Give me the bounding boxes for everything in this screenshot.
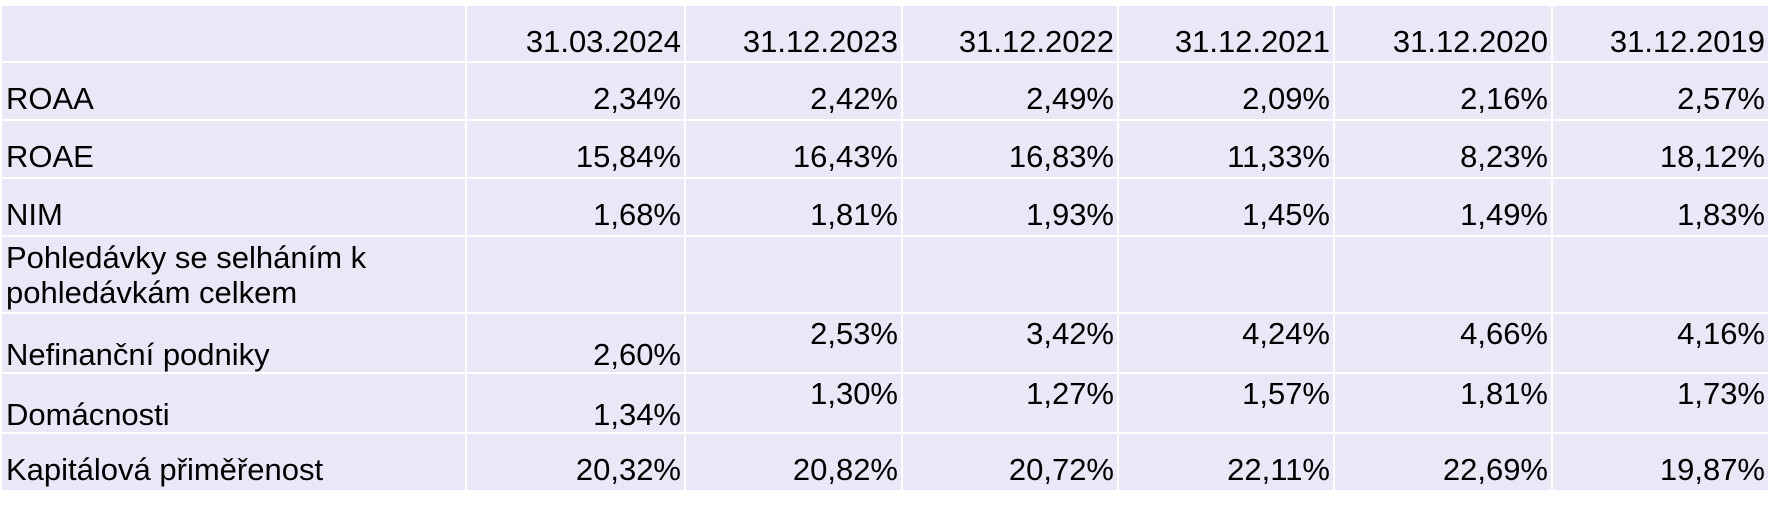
row-label: Kapitálová přiměřenost — [0, 432, 467, 492]
value-cell: 16,43% — [684, 119, 903, 179]
value-cell: 1,93% — [901, 177, 1119, 237]
value-cell: 1,73% — [1551, 372, 1768, 434]
row-label: ROAA — [0, 61, 467, 121]
value-cell — [901, 235, 1119, 314]
header-cell-date: 31.12.2022 — [901, 4, 1119, 63]
value-cell: 3,42% — [901, 312, 1119, 374]
header-cell-empty — [0, 4, 467, 63]
value-cell: 2,60% — [465, 312, 686, 374]
value-cell: 1,81% — [684, 177, 903, 237]
value-cell: 2,16% — [1333, 61, 1553, 121]
indicators-table: 31.03.2024 31.12.2023 31.12.2022 31.12.2… — [0, 4, 1768, 492]
value-cell: 1,49% — [1333, 177, 1553, 237]
value-cell: 1,57% — [1117, 372, 1335, 434]
value-cell: 1,27% — [901, 372, 1119, 434]
table-row: Nefinanční podniky 2,60% 2,53% 3,42% 4,2… — [0, 312, 1768, 374]
value-cell: 2,57% — [1551, 61, 1768, 121]
header-cell-date: 31.03.2024 — [465, 4, 686, 63]
value-cell — [1117, 235, 1335, 314]
section-label: Pohledávky se selháním k pohledávkám cel… — [0, 235, 467, 314]
value-cell: 1,30% — [684, 372, 903, 434]
value-cell — [684, 235, 903, 314]
value-cell: 8,23% — [1333, 119, 1553, 179]
row-label: ROAE — [0, 119, 467, 179]
value-cell — [465, 235, 686, 314]
value-cell: 2,53% — [684, 312, 903, 374]
table-row: Domácnosti 1,34% 1,30% 1,27% 1,57% 1,81%… — [0, 372, 1768, 434]
value-cell: 1,68% — [465, 177, 686, 237]
row-label: Domácnosti — [0, 372, 467, 434]
value-cell: 20,32% — [465, 432, 686, 492]
value-cell: 2,42% — [684, 61, 903, 121]
value-cell: 20,82% — [684, 432, 903, 492]
value-cell: 1,83% — [1551, 177, 1768, 237]
value-cell — [1333, 235, 1553, 314]
header-cell-date: 31.12.2023 — [684, 4, 903, 63]
value-cell: 11,33% — [1117, 119, 1335, 179]
row-label: Nefinanční podniky — [0, 312, 467, 374]
value-cell: 2,34% — [465, 61, 686, 121]
value-cell: 1,34% — [465, 372, 686, 434]
header-row: 31.03.2024 31.12.2023 31.12.2022 31.12.2… — [0, 4, 1768, 63]
row-label: NIM — [0, 177, 467, 237]
value-cell: 4,16% — [1551, 312, 1768, 374]
table-row: ROAA 2,34% 2,42% 2,49% 2,09% 2,16% 2,57% — [0, 61, 1768, 121]
value-cell: 2,09% — [1117, 61, 1335, 121]
header-cell-date: 31.12.2020 — [1333, 4, 1553, 63]
header-cell-date: 31.12.2019 — [1551, 4, 1768, 63]
value-cell: 1,81% — [1333, 372, 1553, 434]
table-row: Kapitálová přiměřenost 20,32% 20,82% 20,… — [0, 432, 1768, 492]
value-cell: 22,69% — [1333, 432, 1553, 492]
indicators-table-container: 31.03.2024 31.12.2023 31.12.2022 31.12.2… — [0, 4, 1768, 504]
value-cell — [1551, 235, 1768, 314]
value-cell: 4,24% — [1117, 312, 1335, 374]
value-cell: 18,12% — [1551, 119, 1768, 179]
table-row-section: Pohledávky se selháním k pohledávkám cel… — [0, 235, 1768, 314]
table-row: ROAE 15,84% 16,43% 16,83% 11,33% 8,23% 1… — [0, 119, 1768, 179]
value-cell: 2,49% — [901, 61, 1119, 121]
header-cell-date: 31.12.2021 — [1117, 4, 1335, 63]
value-cell: 22,11% — [1117, 432, 1335, 492]
value-cell: 15,84% — [465, 119, 686, 179]
value-cell: 20,72% — [901, 432, 1119, 492]
value-cell: 1,45% — [1117, 177, 1335, 237]
value-cell: 4,66% — [1333, 312, 1553, 374]
table-row: NIM 1,68% 1,81% 1,93% 1,45% 1,49% 1,83% — [0, 177, 1768, 237]
value-cell: 16,83% — [901, 119, 1119, 179]
value-cell: 19,87% — [1551, 432, 1768, 492]
